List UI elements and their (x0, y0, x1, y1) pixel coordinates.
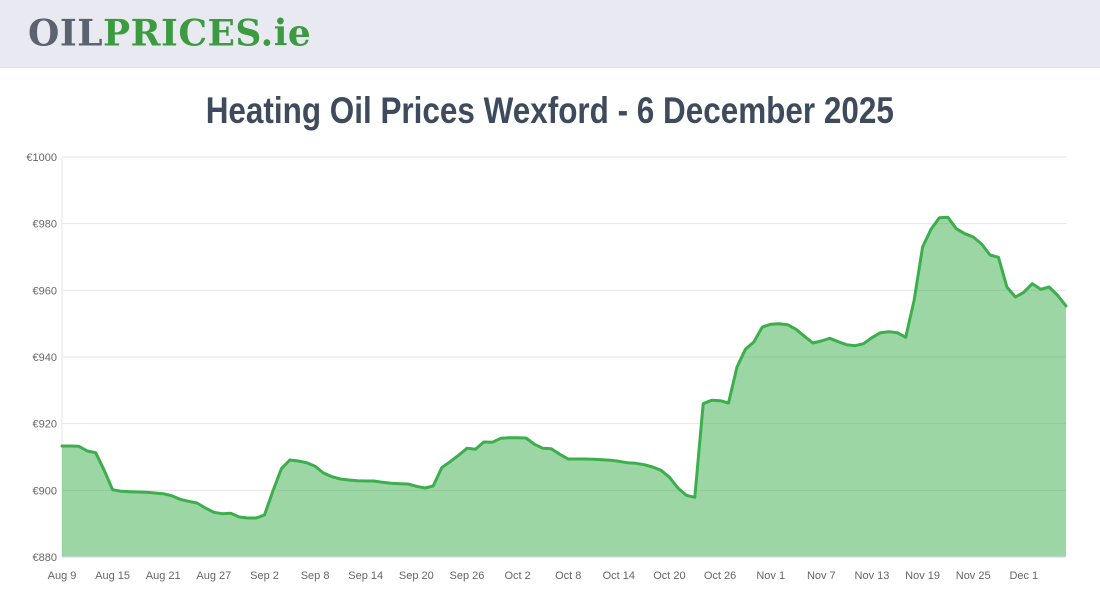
x-axis-label: Sep 26 (450, 570, 485, 582)
page-title: Heating Oil Prices Wexford - 6 December … (0, 90, 1100, 132)
y-axis-label: €980 (33, 219, 57, 231)
x-axis-label: Nov 1 (756, 570, 785, 582)
x-axis-label: Oct 26 (704, 570, 736, 582)
x-axis-label: Aug 9 (48, 570, 77, 582)
x-axis-label: Aug 27 (196, 570, 231, 582)
price-line[interactable] (60, 215, 1068, 520)
y-axis-label: €960 (33, 285, 57, 297)
x-axis-label: Sep 14 (348, 570, 383, 582)
page-title-text: Heating Oil Prices Wexford - 6 December … (205, 90, 895, 131)
x-axis-label: Oct 8 (555, 570, 581, 582)
site-logo[interactable]: OILPRICES.ie (28, 15, 311, 51)
price-chart-canvas[interactable]: €880 €900 €920 €940 €960 €980 €1000 Aug 9 Aug 15… (0, 148, 1100, 600)
logo-text-ie: .ie (260, 11, 312, 54)
x-axis-label: Aug 15 (95, 570, 130, 582)
x-axis-label: Dec 1 (1009, 570, 1038, 582)
y-axis-label: €940 (33, 352, 57, 364)
x-axis-label: Nov 19 (905, 570, 940, 582)
x-axis-label: Oct 14 (603, 570, 635, 582)
y-axis-label: €920 (33, 419, 57, 431)
x-axis-label: Nov 25 (956, 570, 991, 582)
price-area-fill (62, 217, 1066, 558)
x-axis-label: Aug 21 (146, 570, 181, 582)
x-axis-label: Sep 2 (250, 570, 279, 582)
y-axis-label: €900 (33, 485, 57, 497)
x-axis-label: Oct 2 (504, 570, 530, 582)
header-bar: OILPRICES.ie (0, 0, 1100, 68)
x-axis-label: Oct 20 (653, 570, 685, 582)
logo-text-oil: OIL (28, 11, 104, 54)
y-axis-label: €880 (33, 552, 57, 564)
x-axis-label: Sep 8 (301, 570, 330, 582)
x-axis-label: Nov 13 (855, 570, 890, 582)
x-axis-label: Nov 7 (807, 570, 836, 582)
price-chart[interactable]: €880 €900 €920 €940 €960 €980 €1000 Aug 9 Aug 15… (0, 148, 1100, 600)
y-axis-label: €1000 (26, 152, 57, 164)
x-axis-label: Sep 20 (399, 570, 434, 582)
logo-text-prices: PRICES (103, 11, 261, 54)
